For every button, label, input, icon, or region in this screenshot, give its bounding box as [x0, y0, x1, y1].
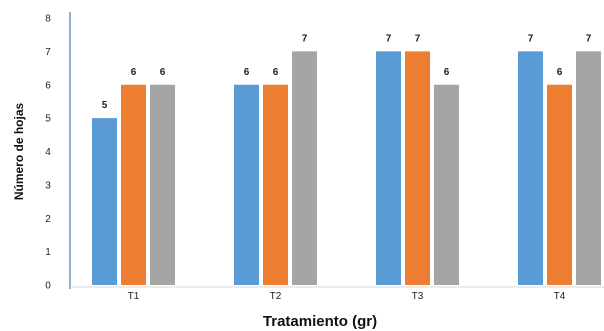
- bar-value-label: 6: [160, 67, 166, 78]
- bar-value-label: 5: [102, 100, 108, 111]
- bar-value-label: 6: [273, 67, 279, 78]
- y-tick-label: 4: [45, 147, 51, 158]
- bar-value-label: 7: [386, 33, 392, 44]
- bar-value-label: 7: [586, 33, 592, 44]
- y-tick-label: 1: [45, 247, 51, 258]
- x-axis: T1 T2 T3 T4: [70, 286, 604, 302]
- bar: [376, 51, 401, 285]
- bar: [263, 84, 288, 285]
- bar-value-label: 6: [131, 67, 137, 78]
- x-tick-label: T1: [128, 291, 140, 302]
- bars: [92, 51, 601, 285]
- x-tick-label: T3: [412, 291, 424, 302]
- y-tick-label: 6: [45, 80, 51, 91]
- x-axis-title: Tratamiento (gr): [263, 313, 377, 330]
- bar: [121, 84, 146, 285]
- data-labels: 5 6 6 6 6 7 7 7 6 7 6 7: [102, 33, 592, 111]
- bar-value-label: 6: [244, 67, 250, 78]
- bar-value-label: 7: [528, 33, 534, 44]
- bar: [234, 84, 259, 285]
- y-tick-label: 2: [45, 214, 51, 225]
- bar-value-label: 7: [302, 33, 308, 44]
- bar: [547, 84, 572, 285]
- bar-value-label: 6: [444, 67, 450, 78]
- bar: [518, 51, 543, 285]
- bar: [92, 118, 117, 285]
- bar: [405, 51, 430, 285]
- x-tick-label: T2: [270, 291, 282, 302]
- bar: [576, 51, 601, 285]
- bar-value-label: 6: [557, 67, 563, 78]
- bar: [434, 84, 459, 285]
- y-tick-label: 5: [45, 114, 51, 125]
- y-tick-label: 7: [45, 47, 51, 58]
- bar: [292, 51, 317, 285]
- y-tick-label: 0: [45, 281, 51, 292]
- y-axis: 0 1 2 3 4 5 6 7 8: [45, 12, 71, 292]
- y-tick-label: 3: [45, 180, 51, 191]
- x-tick-label: T4: [554, 291, 566, 302]
- y-tick-label: 8: [45, 14, 51, 25]
- bar-value-label: 7: [415, 33, 421, 44]
- bar: [150, 84, 175, 285]
- y-axis-title: Número de hojas: [12, 103, 26, 201]
